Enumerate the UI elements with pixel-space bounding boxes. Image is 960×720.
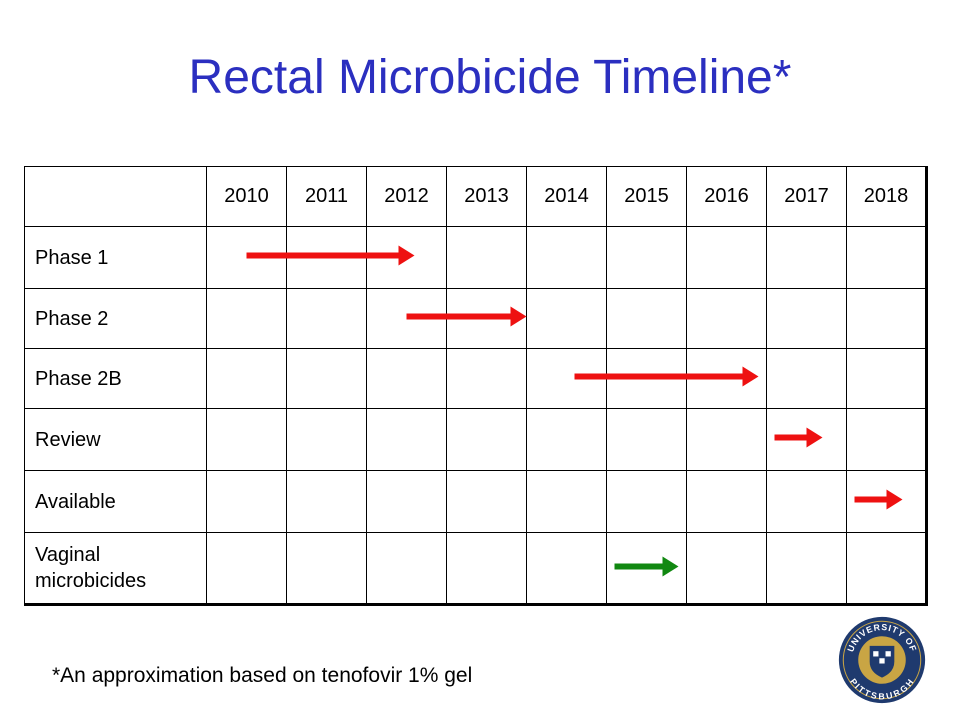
row-label: Phase 1 (24, 226, 207, 289)
timeline-cell (526, 532, 607, 605)
table-row: Phase 1 (24, 226, 927, 289)
timeline-cell (606, 348, 687, 409)
timeline-cell (846, 348, 927, 409)
timeline-cell (686, 470, 767, 533)
timeline-cell (606, 408, 687, 471)
timeline-cell (526, 348, 607, 409)
table-row: Available (24, 470, 927, 533)
timeline-cell (286, 532, 367, 605)
timeline-cell (366, 226, 447, 289)
timeline-cell (206, 226, 287, 289)
timeline-cell (286, 288, 367, 349)
row-label-text: Vaginal microbicides (35, 544, 147, 592)
row-label: Review (24, 408, 207, 471)
timeline-cell (526, 226, 607, 289)
timeline-cell (526, 288, 607, 349)
timeline-cell (366, 532, 447, 605)
year-header-2015: 2015 (606, 166, 687, 227)
timeline-cell (606, 532, 687, 605)
year-header-2011: 2011 (286, 166, 367, 227)
timeline-cell (686, 348, 767, 409)
timeline-cell (446, 288, 527, 349)
timeline-cell (846, 408, 927, 471)
timeline-cell (286, 408, 367, 471)
timeline-cell (686, 532, 767, 605)
year-header-2018: 2018 (846, 166, 927, 227)
table-row: Phase 2 (24, 288, 927, 349)
timeline-cell (526, 408, 607, 471)
table-row: Phase 2B (24, 348, 927, 409)
timeline-table: 2010 2011 2012 2013 2014 2015 2016 2017 2018 Phas… (24, 166, 928, 606)
timeline-cell (766, 532, 847, 605)
timeline-cell (686, 226, 767, 289)
timeline-cell (766, 226, 847, 289)
timeline-cell (846, 288, 927, 349)
table-row: Vaginal microbicides (24, 532, 927, 605)
timeline-cell (446, 470, 527, 533)
timeline-cell (686, 288, 767, 349)
timeline-cell (846, 532, 927, 605)
row-label: Phase 2 (24, 288, 207, 349)
year-header-2016: 2016 (686, 166, 767, 227)
timeline-cell (766, 348, 847, 409)
timeline-cell (206, 470, 287, 533)
timeline-cell (206, 288, 287, 349)
timeline-cell (446, 408, 527, 471)
timeline-cell (766, 288, 847, 349)
timeline-cell (366, 470, 447, 533)
table-row: Review (24, 408, 927, 471)
timeline-cell (526, 470, 607, 533)
year-header-2014: 2014 (526, 166, 607, 227)
year-header-2013: 2013 (446, 166, 527, 227)
timeline-cell (286, 348, 367, 409)
timeline-cell (446, 226, 527, 289)
timeline-cell (286, 226, 367, 289)
timeline-cell (766, 470, 847, 533)
timeline-cell (606, 470, 687, 533)
timeline-cell (766, 408, 847, 471)
timeline-cell (206, 348, 287, 409)
timeline-cell (846, 226, 927, 289)
timeline-cell (206, 408, 287, 471)
timeline-cell (446, 348, 527, 409)
timeline-cell (206, 532, 287, 605)
header-corner-cell (24, 166, 207, 227)
page-title: Rectal Microbicide Timeline* (188, 51, 792, 104)
year-header-2017: 2017 (766, 166, 847, 227)
row-label: Vaginal microbicides (24, 532, 207, 605)
footnote: *An approximation based on tenofovir 1% … (52, 664, 473, 687)
row-label: Available (24, 470, 207, 533)
timeline-cell (366, 348, 447, 409)
row-label: Phase 2B (24, 348, 207, 409)
timeline-cell (606, 288, 687, 349)
timeline-cell (686, 408, 767, 471)
timeline-cell (446, 532, 527, 605)
timeline-cell (366, 408, 447, 471)
year-header-2010: 2010 (206, 166, 287, 227)
timeline-cell (606, 226, 687, 289)
university-of-pittsburgh-seal: UNIVERSITY OF PITTSBURGH (838, 616, 926, 704)
year-header-2012: 2012 (366, 166, 447, 227)
timeline-cell (366, 288, 447, 349)
timeline-cell (846, 470, 927, 533)
timeline-cell (286, 470, 367, 533)
